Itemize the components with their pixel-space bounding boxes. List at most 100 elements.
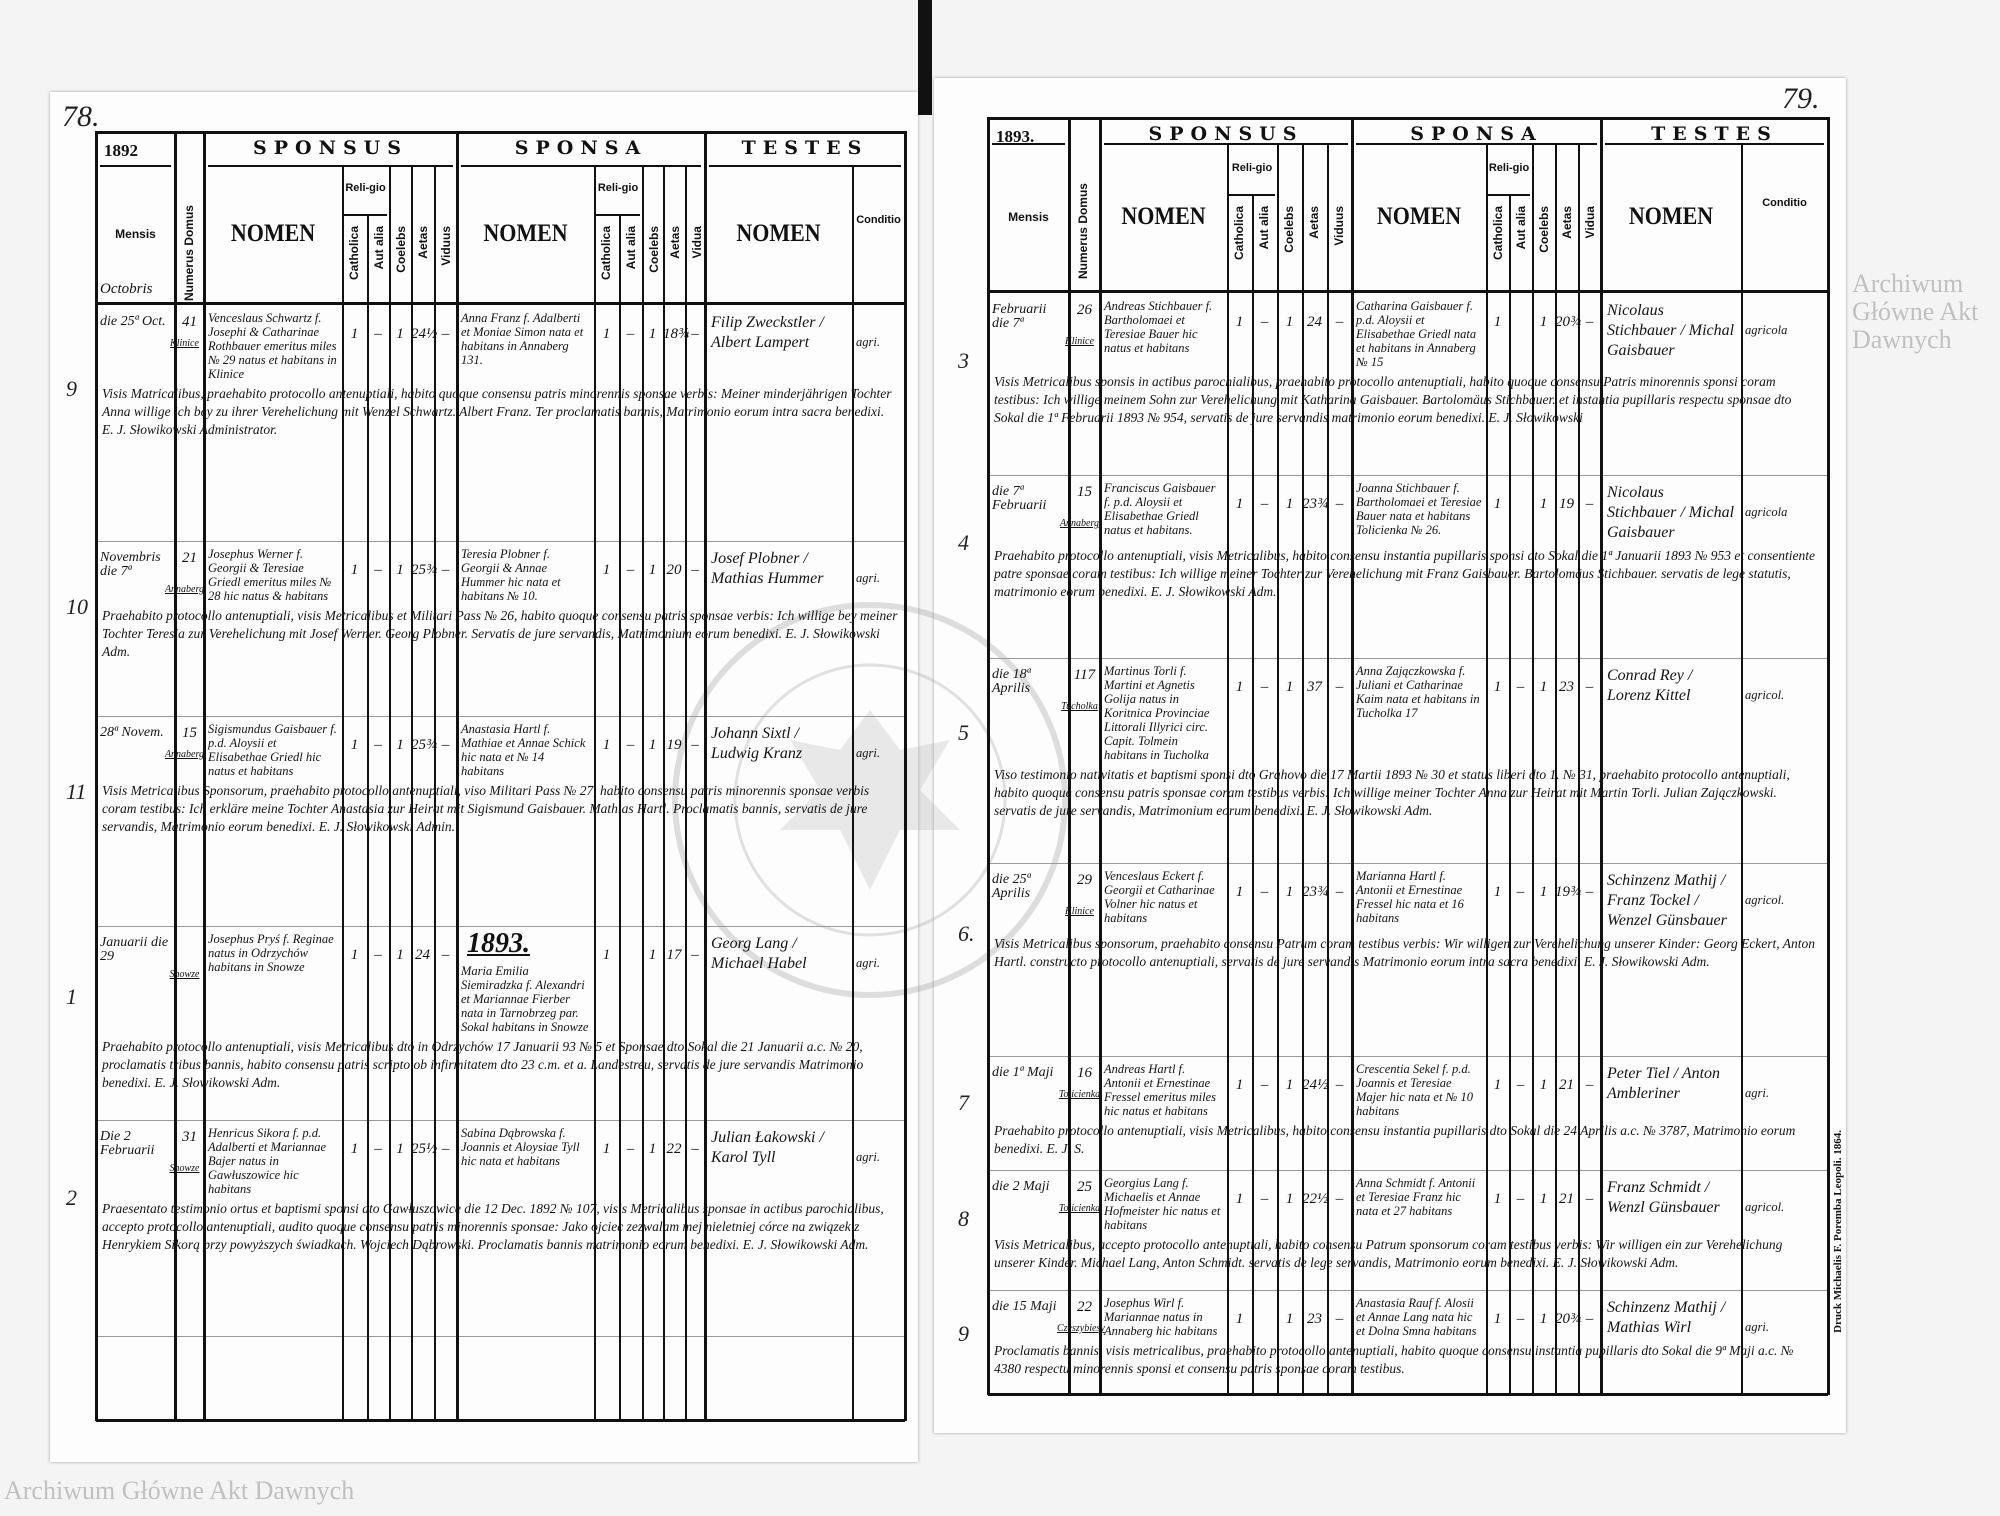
column-divider: [642, 165, 644, 1421]
entry-margin-number: 9: [66, 375, 77, 401]
header-bottom-border: [96, 302, 905, 305]
entry-a-aetas: 19¾: [1555, 884, 1582, 900]
entry-s-coel: 1: [1285, 679, 1294, 695]
entry-remark: Praehabito protocollo antenuptiali, visi…: [994, 1122, 1822, 1158]
column-divider: [342, 165, 344, 1421]
entry-s-aetas: 37: [1307, 679, 1322, 695]
column-divider: [1252, 196, 1254, 1395]
entry-s-aetas: 23¾: [1302, 496, 1329, 512]
religio-underline: [344, 214, 387, 216]
entry-a-cath: 1: [602, 562, 611, 578]
row-separator: [96, 541, 905, 542]
entry-a-cath: 1: [602, 326, 611, 342]
header-coelebs: Coelebs: [647, 226, 661, 273]
entry-numerus: 22: [1077, 1299, 1092, 1315]
header-catholica: Catholica: [1232, 206, 1246, 261]
header-nomen: NOMEN: [230, 219, 316, 247]
entry-remark: Praesentato testimonio ortus et baptismi…: [102, 1200, 899, 1254]
entry-numerus: 29: [1077, 872, 1092, 888]
entry-sponsus-nomen: Henricus Sikora f. p.d. Adalberti et Mar…: [208, 1126, 327, 1196]
header-viduus: Viduus: [439, 226, 453, 266]
entry-s-vid: –: [441, 562, 450, 578]
column-divider: [852, 165, 854, 1421]
entry-domus: Snowze: [169, 969, 200, 980]
entry-s-cath: 1: [1235, 1311, 1244, 1327]
entry-a-aut: –: [1516, 1077, 1525, 1093]
entry-numerus: 15: [1077, 484, 1092, 500]
entry-numerus: 15: [182, 725, 197, 741]
entry-s-aetas: 22½: [1302, 1191, 1329, 1207]
entry-sponsus-nomen: Venceslaus Eckert f. Georgii et Catharin…: [1104, 869, 1215, 925]
entry-a-aut: –: [1516, 884, 1525, 900]
entry-a-aetas: 18¾: [663, 326, 690, 342]
entry-remark: Visis Metricalibus sponsis in actibus pa…: [994, 373, 1822, 427]
entry-mensis: Februarii die 7ª: [992, 302, 1047, 331]
entry-a-aetas: 20: [666, 562, 682, 578]
header-conditio: Conditio: [856, 213, 901, 226]
watermark-text-bottom: Archiwum Główne Akt Dawnych: [4, 1476, 355, 1505]
entry-a-cath: 1: [1493, 1077, 1502, 1093]
entry-testes: Peter Tiel / Anton Ambleriner: [1607, 1065, 1721, 1102]
row-separator: [988, 475, 1828, 476]
header-catholica: Catholica: [599, 226, 613, 281]
entry-s-vid: –: [441, 947, 450, 963]
entry-domus: Klinice: [1065, 336, 1094, 347]
entry-margin-number: 7: [958, 1090, 969, 1116]
entry-a-cath: 1: [602, 1141, 611, 1157]
entry-s-aetas: 25¾: [411, 562, 438, 578]
entry-a-cath: 1: [1493, 314, 1502, 330]
column-divider: [367, 216, 369, 1421]
entry-mensis: die 18ª Aprilis: [992, 667, 1031, 696]
entry-s-vid: –: [1335, 679, 1344, 695]
column-divider: [389, 165, 391, 1421]
column-border: [1099, 117, 1102, 1395]
header-month: Octobris: [100, 281, 153, 297]
entry-a-vid: –: [1585, 1191, 1594, 1207]
entry-mensis: die 7ª Februarii: [992, 484, 1047, 513]
entry-s-vid: –: [441, 1141, 450, 1157]
entry-s-aut: –: [1260, 884, 1269, 900]
header-conditio: Conditio: [1762, 196, 1807, 209]
entry-sponsus-nomen: Andreas Stichbauer f. Bartholomaei et Te…: [1104, 299, 1213, 355]
header-viduus: Viduus: [1332, 206, 1346, 246]
entry-a-coel: 1: [1539, 679, 1548, 695]
entry-s-coel: 1: [1285, 1191, 1294, 1207]
entry-a-vid: –: [1585, 884, 1594, 900]
entry-s-vid: –: [441, 326, 450, 342]
entry-a-coel: 1: [648, 562, 657, 578]
entry-mensis: 28ª Novem.: [100, 725, 164, 740]
header-testes: TESTES: [1651, 123, 1778, 145]
header-religio: Reli-gio: [1231, 162, 1273, 174]
entry-sponsa-nomen: Maria Emilia Siemiradzka f. Alexandri et…: [461, 964, 589, 1034]
entry-remark: Proclamatis bannis, visis metricalibus, …: [994, 1342, 1822, 1378]
entry-mensis: die 15 Maji: [992, 1299, 1057, 1314]
entry-a-vid: –: [1585, 314, 1594, 330]
header-vidua: Vidua: [1583, 206, 1597, 239]
column-border: [456, 131, 459, 1421]
entry-mensis: die 25ª Aprilis: [992, 872, 1031, 901]
entry-s-coel: 1: [396, 737, 404, 753]
entry-remark-text: Praehabito protocollo antenuptiali, visi…: [102, 608, 898, 659]
table-bottom-border: [96, 1419, 905, 1422]
entry-testes: Johann Sixtl / Ludwig Kranz: [711, 725, 803, 762]
entry-testes: Nicolaus Stichbauer / Michal Gaisbauer: [1607, 484, 1735, 541]
entry-a-vid: –: [1585, 1077, 1594, 1093]
entry-s-vid: –: [1335, 1077, 1344, 1093]
entry-mensis: die 2 Maji: [992, 1179, 1050, 1194]
entry-remark-text: Visis Matricalibus, praehabito protocoll…: [102, 386, 892, 437]
entry-margin-number: 10: [66, 593, 88, 619]
entry-a-vid: –: [1585, 679, 1594, 695]
entry-a-aetas: 20¾: [1555, 1311, 1582, 1327]
header-religio: Reli-gio: [1488, 162, 1530, 174]
entry-a-coel: 1: [1539, 1311, 1548, 1327]
entry-a-cath: 1: [602, 947, 611, 963]
entry-a-cath: 1: [1493, 496, 1502, 512]
table-bottom-border: [988, 1393, 1828, 1396]
entry-remark: Praehabito protocollo antenuptiali, visi…: [102, 607, 899, 661]
entry-a-aetas: 21: [1559, 1191, 1574, 1207]
column-border: [1600, 117, 1603, 1395]
header-aetas: Aetas: [416, 226, 430, 259]
entry-a-aetas: 19: [1559, 496, 1574, 512]
religio-underline: [1488, 194, 1530, 196]
entry-s-cath: 1: [1235, 1191, 1244, 1207]
